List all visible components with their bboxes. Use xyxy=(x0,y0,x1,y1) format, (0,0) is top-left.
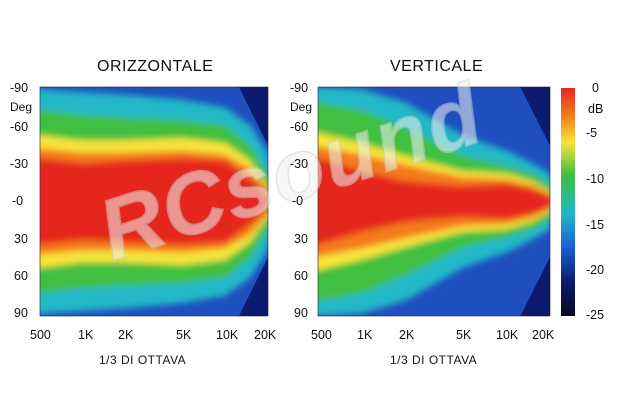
right-xtick: 10K xyxy=(496,328,519,342)
colorbar xyxy=(561,88,575,316)
left-xtick: 1K xyxy=(78,328,94,342)
right-ytick: -30 xyxy=(290,157,309,171)
right-xtick: 1K xyxy=(357,328,373,342)
left-ytick: 30 xyxy=(14,232,28,246)
left-ytick: 60 xyxy=(14,269,28,283)
right-plot-frame xyxy=(317,86,551,317)
right-heatmap xyxy=(318,87,550,316)
right-ytick: -90 xyxy=(290,81,309,95)
low-level-region xyxy=(520,87,550,316)
colorbar-tick: -5 xyxy=(586,126,598,140)
right-panel-title: VERTICALE xyxy=(390,58,484,75)
left-heatmap xyxy=(40,87,268,316)
left-ylabel: Deg xyxy=(10,100,33,114)
left-xtick: 500 xyxy=(30,328,51,342)
contour-band xyxy=(318,158,550,245)
right-xtick: 20K xyxy=(532,328,555,342)
right-xlabel: 1/3 DI OTTAVA xyxy=(390,353,478,367)
colorbar-unit: dB xyxy=(588,102,604,116)
colorbar-tick: -15 xyxy=(586,218,605,232)
low-level-region xyxy=(238,87,268,316)
heatmap-bands xyxy=(318,87,550,316)
right-ytick: 30 xyxy=(294,232,308,246)
left-ytick: -60 xyxy=(10,120,29,134)
heatmap-bands xyxy=(40,89,268,314)
colorbar-tick: -20 xyxy=(586,263,605,277)
left-xtick: 2K xyxy=(118,328,134,342)
right-ylabel: Deg xyxy=(290,100,313,114)
right-ytick: 60 xyxy=(294,269,308,283)
colorbar-tick: 0 xyxy=(592,81,599,95)
right-ytick: -60 xyxy=(290,120,309,134)
right-ytick: -0 xyxy=(292,194,304,208)
left-plot-frame xyxy=(39,86,269,317)
right-xtick: 2K xyxy=(399,328,415,342)
right-xtick: 500 xyxy=(311,328,332,342)
colorbar-tick: -10 xyxy=(586,172,605,186)
left-xtick: 5K xyxy=(176,328,192,342)
right-ytick: 90 xyxy=(294,306,308,320)
left-ytick: -30 xyxy=(10,157,29,171)
left-panel-title: ORIZZONTALE xyxy=(97,58,214,75)
left-xlabel: 1/3 DI OTTAVA xyxy=(99,353,187,367)
colorbar-tick: -25 xyxy=(586,308,605,322)
left-xtick: 20K xyxy=(254,328,277,342)
left-ytick: 90 xyxy=(14,306,28,320)
right-xtick: 5K xyxy=(456,328,472,342)
left-ytick: -90 xyxy=(10,81,29,95)
left-ytick: -0 xyxy=(12,194,24,208)
left-xtick: 10K xyxy=(216,328,239,342)
contour-band xyxy=(40,158,268,245)
